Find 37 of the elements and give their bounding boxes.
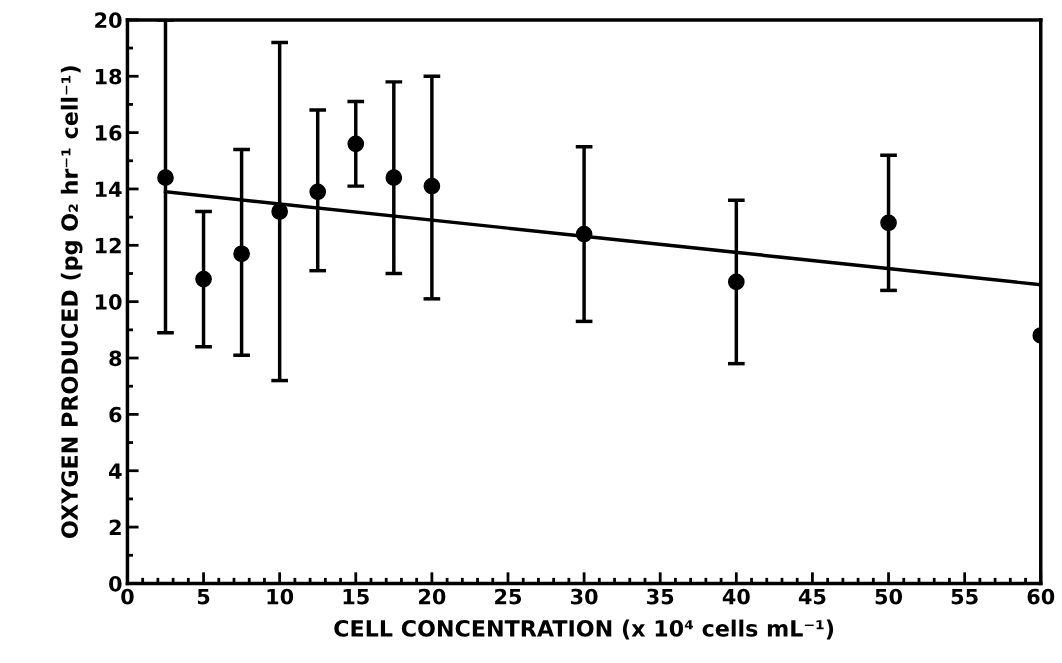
y-tick-label: 8 (109, 350, 122, 367)
point (385, 169, 403, 187)
x-tick-label: 15 (343, 588, 369, 605)
point (880, 214, 897, 232)
y-tick-label: 4 (109, 463, 122, 479)
point (271, 203, 288, 220)
point (423, 177, 441, 195)
y-tick-label: 20 (95, 12, 122, 29)
point (575, 225, 593, 243)
y-tick-label: 18 (95, 68, 122, 85)
x-tick-label: 0 (121, 588, 134, 605)
y-tick-label: 12 (95, 237, 121, 254)
y-tick-label: 6 (109, 406, 122, 423)
x-tick-label: 35 (647, 588, 674, 605)
x-tick-label: 20 (419, 588, 446, 605)
point (347, 135, 365, 153)
y-tick-label: 10 (95, 294, 122, 310)
x-tick-label: 5 (197, 588, 210, 605)
x-tick-label: 25 (495, 588, 522, 605)
x-tick-label: 45 (798, 588, 826, 605)
y-tick-label: 2 (109, 519, 121, 535)
x-tick-label: 55 (951, 588, 978, 605)
point (157, 169, 174, 187)
point (195, 270, 212, 288)
x-tick-label: 50 (875, 588, 903, 605)
x-tick-label: 60 (1027, 588, 1055, 605)
point (309, 183, 327, 201)
y-tick-label: 14 (95, 181, 122, 197)
point (233, 245, 250, 263)
x-tick-label: 10 (267, 588, 294, 605)
x-tick-label: 30 (571, 588, 598, 605)
x-tick-label: 40 (722, 588, 750, 605)
x-axis-title: CELL CONCENTRATION (x 10⁴ cells mL⁻¹) (334, 619, 834, 640)
y-axis-title: OXYGEN PRODUCED (pg O₂ hr⁻¹ cell⁻¹) (60, 66, 83, 538)
point (727, 273, 745, 291)
y-tick-label: 0 (109, 575, 122, 592)
y-tick-label: 16 (95, 125, 122, 141)
